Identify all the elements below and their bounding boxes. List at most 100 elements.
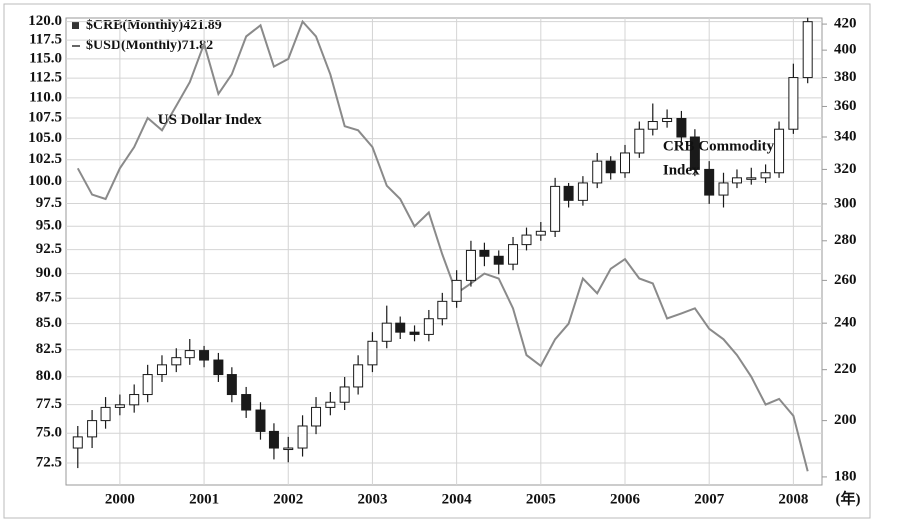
candle-body: [731, 177, 742, 184]
x-tick-label: 2002: [273, 491, 303, 507]
y2-tick-label: 360: [834, 98, 857, 114]
candle-body: [746, 177, 757, 180]
candle-body: [788, 77, 799, 130]
candle-body: [647, 121, 658, 130]
candle-body: [774, 128, 785, 174]
candle-body: [577, 182, 588, 201]
candle-body: [87, 420, 98, 438]
y-tick-label: 97.5: [36, 195, 62, 211]
candle-body: [465, 249, 476, 281]
y-tick-label: 112.5: [29, 70, 62, 86]
legend-label: $USD(Monthly)71.82: [86, 38, 213, 53]
y2-tick-label: 240: [834, 315, 857, 331]
y-tick-label: 72.5: [36, 454, 62, 470]
candle-body: [689, 136, 700, 170]
candle-body: [72, 436, 83, 449]
y-tick-label: 117.5: [29, 32, 62, 48]
candle-body: [479, 249, 490, 257]
y-tick-label: 90.0: [36, 265, 62, 281]
y2-tick-label: 340: [834, 128, 857, 144]
y-tick-label: 115.0: [29, 50, 62, 66]
candle-body: [114, 404, 125, 408]
y2-tick-label: 200: [834, 412, 857, 428]
y2-tick-label: 180: [834, 468, 857, 484]
candle-body: [550, 185, 561, 232]
x-tick-label: 2004: [442, 491, 473, 507]
y2-tick-label: 300: [834, 195, 857, 211]
y2-tick-label: 320: [834, 161, 857, 177]
candle-body: [704, 168, 715, 196]
candle-body: [268, 430, 279, 449]
annotation: CRB Commodity: [663, 138, 775, 154]
candle-body: [563, 185, 574, 201]
candle-body: [255, 409, 266, 432]
y-tick-label: 100.0: [28, 173, 62, 189]
candle-body: [620, 152, 631, 174]
y-tick-label: 82.5: [36, 341, 62, 357]
candle-body: [437, 300, 448, 320]
y-tick-label: 120.0: [28, 13, 62, 29]
candle-body: [662, 117, 673, 123]
candle-body: [451, 279, 462, 302]
candle-body: [802, 21, 813, 79]
candle-body: [676, 117, 687, 138]
x-tick-label: 2007: [694, 491, 725, 507]
candle-body: [493, 255, 504, 265]
y2-tick-label: 280: [834, 232, 857, 248]
candle-body: [171, 357, 182, 366]
x-tick-label: 2008: [778, 491, 808, 507]
candle-body: [226, 374, 237, 396]
y2-tick-label: 260: [834, 272, 857, 288]
candle-body: [395, 322, 406, 333]
candle-body: [367, 340, 378, 366]
candle-body: [213, 359, 224, 376]
plot-area: [65, 17, 823, 486]
candle-body: [592, 160, 603, 184]
candle-body: [325, 401, 336, 408]
y2-tick-label: 220: [834, 361, 857, 377]
y2-tick-label: 380: [834, 69, 857, 85]
candle-body: [423, 318, 434, 335]
candle-body: [100, 406, 111, 422]
candle-body: [353, 364, 364, 388]
candle-body: [142, 374, 153, 396]
candle-body: [521, 234, 532, 246]
y-tick-label: 87.5: [36, 290, 62, 306]
candle-body: [634, 128, 645, 154]
candle-body: [311, 406, 322, 427]
x-tick-label: 2005: [526, 491, 556, 507]
annotation: US Dollar Index: [158, 112, 262, 128]
candle-body: [339, 386, 350, 403]
y-tick-label: 80.0: [36, 368, 62, 384]
candle-body: [199, 350, 210, 361]
legend-label: $CRB(Monthly)421.89: [86, 18, 222, 33]
y-tick-label: 85.0: [36, 315, 62, 331]
usd-line: [76, 19, 809, 472]
x-tick-label: 2001: [189, 491, 219, 507]
candle-body: [297, 425, 308, 449]
x-tick-label: 2000: [105, 491, 135, 507]
x-tick-label: 2003: [357, 491, 387, 507]
candle-body: [718, 182, 729, 196]
y2-tick-label: 400: [834, 42, 857, 58]
y-tick-label: 102.5: [28, 151, 62, 167]
candle-body: [508, 244, 519, 265]
y-tick-label: 92.5: [36, 241, 62, 257]
candle-body: [409, 331, 420, 335]
candle-body: [184, 350, 195, 359]
candle-body: [605, 160, 616, 174]
y-tick-label: 95.0: [36, 218, 62, 234]
candle-body: [283, 447, 294, 451]
y-tick-label: 77.5: [36, 396, 62, 412]
candle-body: [535, 230, 546, 236]
candle-body: [760, 172, 771, 179]
candle-body: [129, 394, 140, 406]
y-tick-label: 110.0: [29, 89, 62, 105]
y-tick-label: 107.5: [28, 109, 62, 125]
y-tick-label: 75.0: [36, 425, 62, 441]
candle-body: [241, 394, 252, 411]
x-tick-label: 2006: [610, 491, 641, 507]
y2-tick-label: 420: [834, 16, 857, 32]
candle-body: [156, 364, 167, 376]
